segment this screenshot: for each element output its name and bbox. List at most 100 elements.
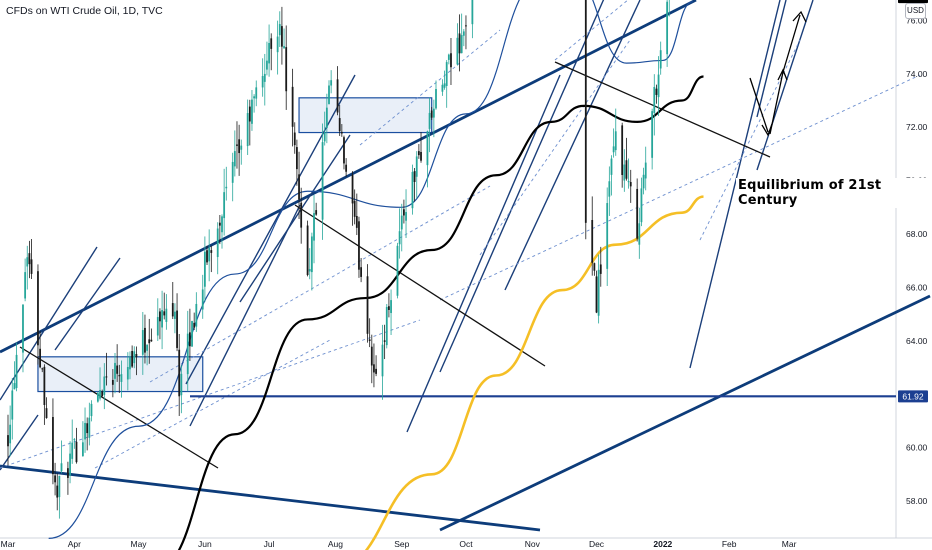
candle-body xyxy=(629,182,632,187)
trend-line xyxy=(19,346,219,469)
candle-body xyxy=(233,151,236,167)
candle-body xyxy=(11,390,14,420)
channel-midline xyxy=(149,185,491,383)
candle-body xyxy=(456,37,459,65)
channel-line xyxy=(406,74,561,433)
candle-body xyxy=(355,215,358,228)
candle-body xyxy=(24,272,27,299)
channel-line xyxy=(504,0,641,291)
candle-body xyxy=(296,147,298,170)
candle-body xyxy=(642,174,645,189)
candle-body xyxy=(293,132,296,146)
equilibrium-price-tag xyxy=(898,0,928,4)
candle-body xyxy=(114,362,116,379)
candle-body xyxy=(385,307,388,346)
candle-body xyxy=(148,339,151,344)
candle-body xyxy=(627,180,630,183)
candle-body xyxy=(141,330,144,355)
candle-body xyxy=(266,60,268,70)
candle-body xyxy=(315,210,318,215)
candle-body xyxy=(193,322,196,328)
channel-line xyxy=(439,0,605,373)
time-tick-label: Dec xyxy=(589,539,605,549)
candle-body xyxy=(403,209,405,216)
candle-body xyxy=(54,475,56,483)
candle-body xyxy=(75,441,78,463)
channel-line xyxy=(756,0,814,171)
candle-body xyxy=(126,367,129,380)
candle-body xyxy=(400,215,403,230)
time-tick-label: Nov xyxy=(525,539,541,549)
candle-body xyxy=(238,139,241,154)
time-tick-label: Jun xyxy=(198,539,212,549)
channel-line xyxy=(54,257,121,351)
channel-line xyxy=(239,134,351,303)
moving-average-black xyxy=(177,75,704,550)
candle-body xyxy=(251,99,253,124)
candle-body xyxy=(82,442,84,457)
trend-line xyxy=(294,204,546,367)
candles xyxy=(7,0,670,519)
channel-line xyxy=(439,294,931,532)
candle-body xyxy=(599,264,602,274)
candle-body xyxy=(161,310,163,328)
candle-body xyxy=(625,160,628,179)
candle-body xyxy=(15,354,18,388)
candle-body xyxy=(221,216,223,233)
candle-body xyxy=(323,132,326,142)
candle-body xyxy=(614,131,617,151)
candle-body xyxy=(131,350,134,367)
candle-body xyxy=(420,151,422,161)
candle-body xyxy=(231,161,234,183)
candle-body xyxy=(191,321,193,347)
support-price-tag xyxy=(898,390,928,403)
candle-body xyxy=(298,174,300,200)
candle-body xyxy=(612,146,615,153)
candle-body xyxy=(103,376,106,395)
candle-body xyxy=(666,1,669,55)
candle-body xyxy=(417,151,420,156)
chart-title: CFDs on WTI Crude Oil, 1D, TVC xyxy=(6,5,163,17)
candle-body xyxy=(432,108,435,118)
candle-body xyxy=(415,156,418,177)
candle-body xyxy=(176,310,178,348)
time-tick-label: Aug xyxy=(328,539,343,549)
candle-body xyxy=(133,351,136,364)
candle-body xyxy=(43,366,46,405)
candle-body xyxy=(7,435,9,447)
candle-body xyxy=(593,263,596,271)
candle-body xyxy=(268,42,270,64)
candle-body xyxy=(88,417,91,438)
channel-line xyxy=(689,0,781,369)
candle-body xyxy=(291,86,294,127)
supply-demand-zone xyxy=(298,97,433,134)
candle-body xyxy=(450,53,452,68)
candle-body xyxy=(310,236,313,273)
candle-body xyxy=(428,112,431,129)
candle-body xyxy=(373,364,375,373)
candle-body xyxy=(84,422,86,440)
candle-body xyxy=(313,213,315,241)
candle-body xyxy=(163,311,166,316)
candle-body xyxy=(390,300,392,314)
channel-midline xyxy=(699,39,801,241)
time-tick-label: Oct xyxy=(459,539,473,549)
candle-body xyxy=(325,107,328,129)
candle-body xyxy=(276,36,279,53)
currency-badge[interactable]: USD xyxy=(905,3,926,19)
candle-body xyxy=(411,171,414,209)
candle-body xyxy=(116,365,119,374)
candle-body xyxy=(174,311,176,319)
price-tick-label: 74.00 xyxy=(906,69,928,79)
candle-body xyxy=(300,202,303,228)
candle-body xyxy=(306,225,309,276)
candle-body xyxy=(285,47,288,92)
candle-body xyxy=(45,408,48,419)
candle-body xyxy=(396,245,399,296)
candle-body xyxy=(655,88,658,95)
candle-body xyxy=(135,354,138,358)
candle-body xyxy=(30,259,33,274)
projection-arrow-down xyxy=(749,77,769,133)
channel-midline xyxy=(554,0,629,61)
candle-body xyxy=(321,142,324,220)
